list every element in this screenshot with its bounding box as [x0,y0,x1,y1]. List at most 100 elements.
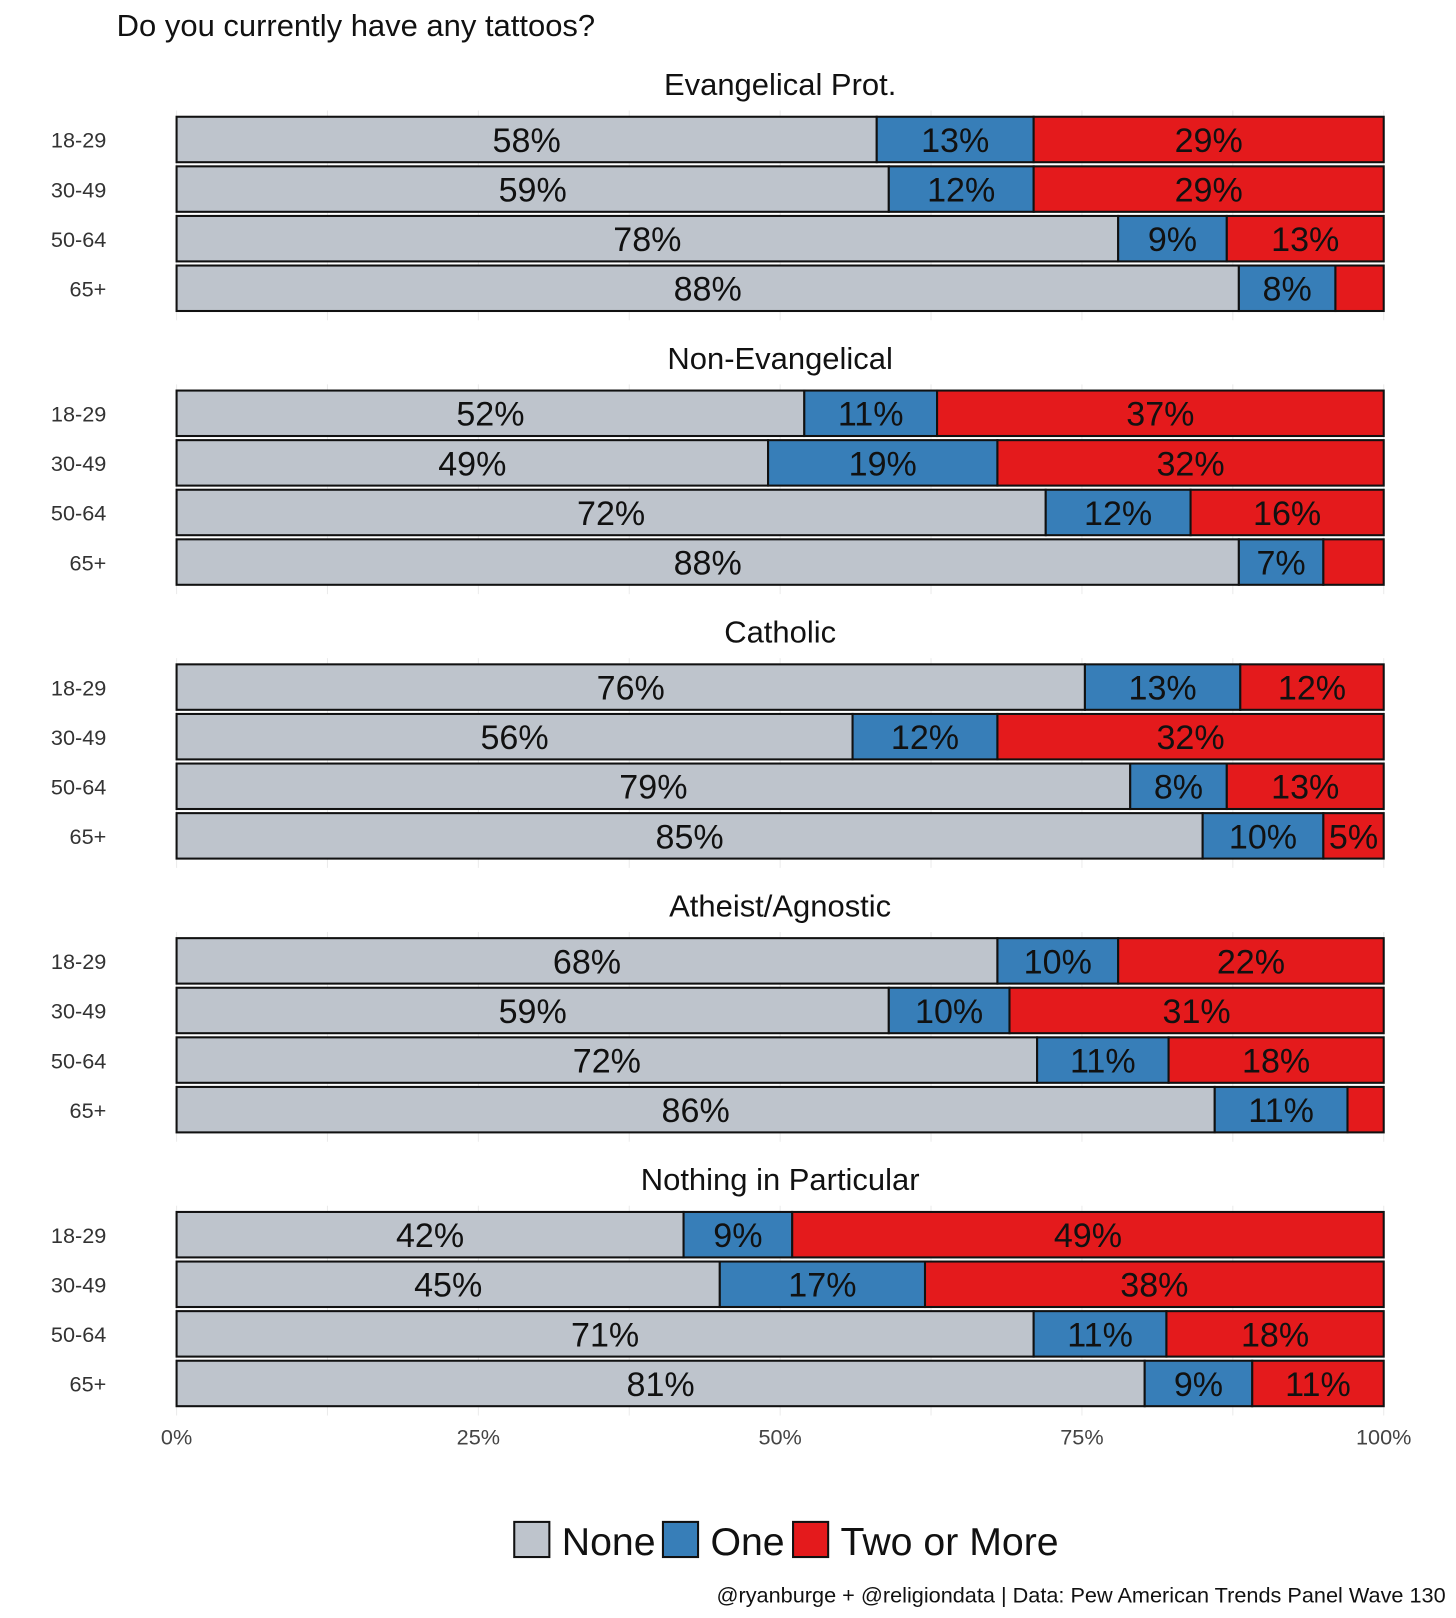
data-label: 29% [1175,122,1243,160]
category-label: 18-29 [51,128,106,153]
data-label: 11% [1248,1092,1314,1130]
data-label: 45% [414,1267,482,1305]
data-label: 31% [1163,993,1231,1031]
data-label: 38% [1120,1267,1188,1305]
category-label: 50-64 [51,501,106,526]
bar-segment-two-or-more [1117,937,1385,985]
bar-segment-none [175,389,806,438]
x-tick-label: 75% [1060,1424,1103,1449]
bar-segment-none [175,538,1240,586]
data-label: 68% [553,943,621,981]
data-label: 17% [788,1267,856,1305]
bar-segment-one [1237,264,1337,313]
bar-segment-one [803,389,939,438]
data-label: 56% [480,719,548,757]
panel: Non-Evangelical 18-29 52% 11% 37% 30-49 49% 19%… [51,341,1385,595]
bar-segment-none [175,1210,685,1259]
bar-segment-none [175,264,1240,313]
bar-segment-none [175,1260,721,1309]
data-label: 9% [713,1217,762,1255]
category-label: 18-29 [51,1223,106,1248]
data-label: 7% [1256,544,1305,582]
bar-segment-one [1143,1359,1254,1408]
bar-segment-two-or-more [1322,812,1385,860]
panel: Nothing in Particular 18-29 42% 9% 49% 30-49 4… [51,1162,1385,1416]
bar-segment-two-or-more [1189,488,1385,537]
bar-segment-none [175,812,1204,860]
data-label: 11% [1070,1042,1136,1080]
data-label: 88% [674,544,742,582]
category-label: 30-49 [51,451,106,476]
bar-segment-one [1129,762,1228,811]
legend-label: Two or More [841,1520,1059,1564]
panel-title: Non-Evangelical [667,341,892,376]
bar-segment-two-or-more [1165,1310,1385,1358]
category-label: 50-64 [51,227,106,252]
data-label: 11% [1067,1316,1133,1354]
panel-title: Evangelical Prot. [664,67,896,102]
data-label: 16% [1253,495,1321,533]
bar-segment-one [1083,663,1242,711]
bar-segment-one [1036,1036,1170,1084]
category-label: 50-64 [51,775,106,800]
legend-swatch [661,1520,700,1559]
data-label: 42% [396,1217,464,1255]
bar-segment-none [175,1310,1035,1358]
bar-segment-none [175,663,1086,711]
data-label: 10% [1229,818,1297,856]
data-label: 32% [1156,719,1224,757]
legend-swatch [792,1520,830,1559]
data-label: 37% [1126,396,1194,434]
data-label: 72% [573,1042,641,1080]
data-label: 81% [627,1366,695,1404]
data-label: 12% [891,719,959,757]
bar-segment-one [1044,488,1192,537]
data-label: 58% [493,122,561,160]
data-label: 12% [1278,669,1346,707]
chart-title: Do you currently have any tattoos? [117,8,595,43]
bar-segment-none [175,488,1047,537]
bar-segment-one [1237,538,1325,586]
bar-segment-one [887,986,1011,1035]
bar-segment-two-or-more [1032,115,1385,164]
data-label: 76% [597,669,665,707]
bar-segment-two-or-more [996,712,1385,761]
bar-segment-two-or-more [791,1210,1385,1259]
category-label: 30-49 [51,725,106,750]
category-label: 65+ [70,550,107,575]
bar-segment-two-or-more [1225,214,1385,263]
category-label: 50-64 [51,1048,106,1073]
data-label: 11% [838,396,904,434]
data-label: 19% [849,445,917,483]
data-label: 52% [456,396,524,434]
data-label: 8% [1263,271,1312,309]
bar-segment-two-or-more [923,1260,1385,1309]
category-label: 65+ [70,824,107,849]
category-label: 30-49 [51,999,106,1024]
bar-segment-two-or-more [1032,165,1385,213]
bar-segment-none [175,1036,1039,1084]
data-label: 71% [571,1316,639,1354]
data-label: 85% [656,818,724,856]
bar-segment-one [1213,1085,1349,1134]
data-label: 12% [927,171,995,209]
category-label: 30-49 [51,1273,106,1298]
bar-segment-two-or-more [1167,1036,1385,1084]
data-label: 59% [499,171,567,209]
category-label: 65+ [70,277,107,302]
panel-title: Atheist/Agnostic [669,888,891,923]
bar-segment-none [175,165,890,213]
bar-segment-none [175,214,1120,263]
data-label: 9% [1174,1366,1223,1404]
category-label: 18-29 [51,402,106,427]
data-label: 13% [921,122,989,160]
data-label: 49% [1054,1217,1122,1255]
category-label: 30-49 [51,177,106,202]
bar-segment-two-or-more [1239,663,1385,711]
data-label: 8% [1154,769,1203,807]
data-label: 12% [1084,495,1152,533]
data-label: 13% [1271,221,1339,259]
category-label: 65+ [70,1098,107,1123]
bar-segment-one [1032,1310,1168,1358]
data-label: 88% [674,271,742,309]
